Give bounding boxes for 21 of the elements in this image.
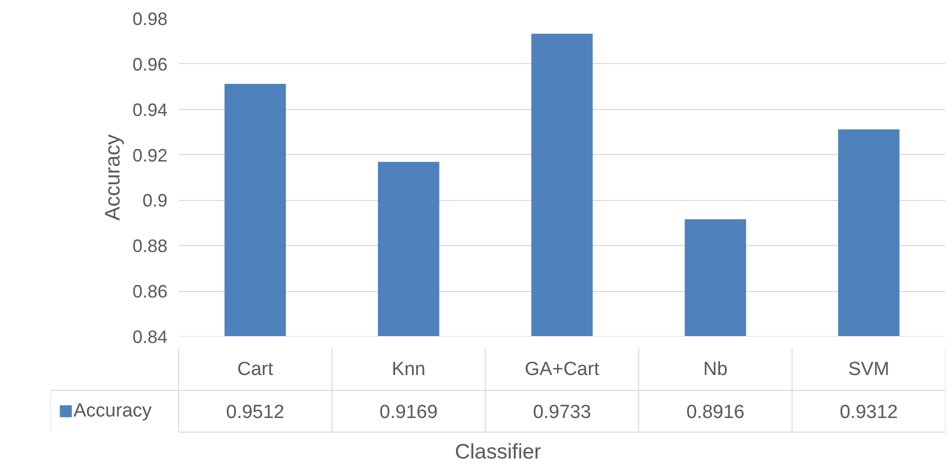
x-tick-label: Nb	[703, 358, 728, 380]
data-label: 0.9733	[532, 402, 592, 424]
data-label: 0.9169	[380, 402, 438, 424]
x-tick-label: Knn	[392, 358, 426, 380]
y-tick-label: 0.98	[132, 9, 168, 29]
y-tick-label: 0.86	[132, 282, 168, 302]
x-tick-label: Cart	[237, 358, 274, 380]
y-axis-title: Accuracy	[101, 134, 124, 221]
y-tick-label: 0.88	[132, 236, 168, 256]
y-tick-label: 0.92	[132, 145, 168, 166]
y-tick-label: 0.9	[142, 190, 168, 211]
y-tick-label: 0.96	[132, 54, 168, 74]
y-tick-label: 0.94	[132, 100, 168, 120]
data-label: 0.8916	[686, 402, 744, 424]
y-tick-label: 0.84	[132, 327, 168, 347]
data-label: 0.9512	[226, 402, 284, 424]
data-label: 0.9312	[840, 402, 898, 424]
x-axis-title: Classifier	[454, 440, 542, 464]
legend-label: Accuracy	[74, 400, 152, 422]
x-tick-label: GA+Cart	[524, 358, 600, 380]
x-tick-label: SVM	[848, 358, 890, 380]
